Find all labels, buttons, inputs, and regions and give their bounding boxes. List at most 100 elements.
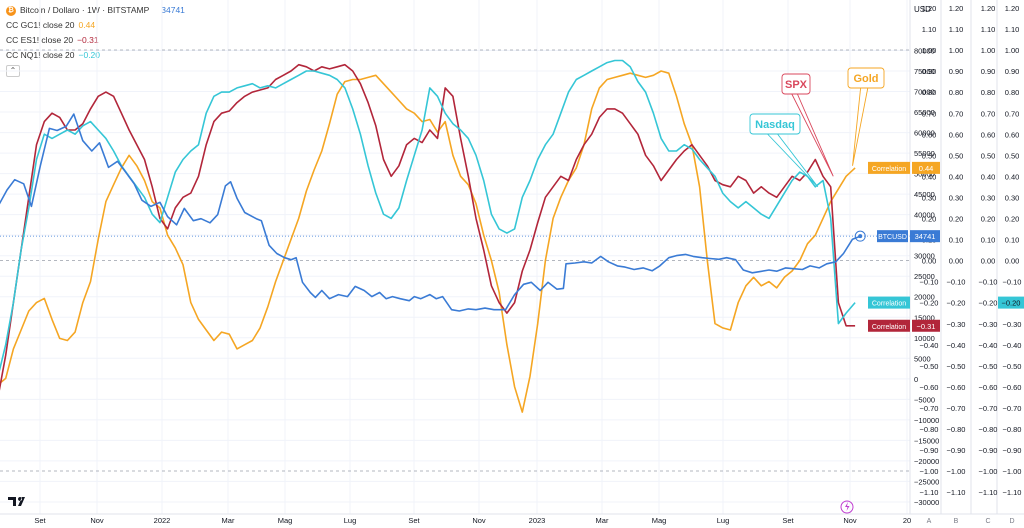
corr-tick-label: 0.40: [981, 172, 996, 181]
annotation-label: Nasdaq: [755, 119, 795, 131]
correlation-badge: [868, 161, 910, 174]
time-tick-label: Set: [782, 516, 794, 525]
corr-tick-label: −0.20: [947, 299, 966, 308]
corr-tick-label: −0.60: [1003, 383, 1022, 392]
corr-tick-label: 0.10: [981, 236, 996, 245]
price-tick-label: 70000: [914, 88, 935, 97]
corr-tick-label: 1.10: [1005, 25, 1020, 34]
corr-tick-label: −0.20: [920, 299, 939, 308]
corr-tick-label: 1.10: [922, 25, 937, 34]
last-price-dot: [858, 234, 863, 239]
corr-tick-label: −0.70: [947, 404, 966, 413]
time-tick-label: Mar: [222, 516, 235, 525]
corr-tick-label: −1.10: [979, 488, 998, 497]
corr-tick-label: −0.10: [920, 278, 939, 287]
corr-tick-label: 0.20: [1005, 215, 1020, 224]
corr-tick-label: 0.40: [1005, 172, 1020, 181]
corr-tick-label: 0.70: [981, 109, 996, 118]
chart-grid: [0, 0, 910, 514]
corr-tick-label: 0.50: [949, 151, 964, 160]
correlation-value-label: −0.31: [917, 322, 936, 331]
corr-tick-label: 0.20: [922, 215, 937, 224]
correlation-badge: [868, 319, 910, 332]
time-tick-label: Nov: [90, 516, 104, 525]
corr-tick-label: −0.80: [979, 425, 998, 434]
corr-tick-label: 0.10: [949, 236, 964, 245]
price-tick-label: −10000: [914, 416, 939, 425]
legend-symbol-value: 34741: [161, 5, 185, 15]
corr-tick-label: −1.00: [979, 467, 998, 476]
corr-tick-label: −0.10: [979, 278, 998, 287]
correlation-badge-label: Correlation: [872, 301, 906, 308]
correlation-value-badge: [912, 161, 940, 174]
corr-tick-label: 0.20: [949, 215, 964, 224]
corr-tick-label: 0.90: [949, 67, 964, 76]
corr-tick-label: −0.90: [947, 446, 966, 455]
axis-panel: [910, 0, 1024, 528]
corr-tick-label: −1.10: [1003, 488, 1022, 497]
corr-tick-label: 0.30: [949, 193, 964, 202]
corr-tick-label: −0.90: [979, 446, 998, 455]
lightning-icon[interactable]: [840, 500, 854, 514]
price-tick-label: 75000: [914, 67, 935, 76]
corr-tick-label: 0.80: [949, 88, 964, 97]
annotation-pointer: [767, 133, 819, 188]
corr-tick-label: 0.00: [1005, 257, 1020, 266]
correlation-value-label: 0.44: [919, 164, 934, 173]
corr-tick-label: −0.50: [947, 362, 966, 371]
price-tick-label: −30000: [914, 498, 939, 507]
corr-tick-label: −0.60: [979, 383, 998, 392]
time-tick-label: Lug: [717, 516, 730, 525]
corr-tick-label: 0.70: [922, 109, 937, 118]
legend-symbol: Bitcoin / Dollaro · 1W · BITSTAMP: [20, 5, 150, 15]
corr-tick-label: −0.10: [947, 278, 966, 287]
tradingview-logo: [8, 497, 25, 506]
annotation-label: Gold: [853, 73, 878, 85]
time-tick-label: Mag: [278, 516, 293, 525]
legend-symbol-row[interactable]: ₿ Bitcoin / Dollaro · 1W · BITSTAMP 3474…: [6, 3, 185, 18]
price-tick-label: 40000: [914, 211, 935, 220]
corr-tick-label: −0.70: [920, 404, 939, 413]
corr-tick-label: 1.00: [1005, 46, 1020, 55]
price-axis-unit: USD: [914, 5, 931, 14]
corr-tick-label: 0.60: [1005, 130, 1020, 139]
corr-tick-label: 1.00: [981, 46, 996, 55]
time-tick-label: 20: [903, 516, 911, 525]
price-tick-label: −20000: [914, 457, 939, 466]
time-tick-label: Mag: [652, 516, 667, 525]
corr-tick-label: 0.30: [981, 193, 996, 202]
annotation-box: [847, 67, 885, 89]
corr-tick-label: 0.90: [981, 67, 996, 76]
corr-tick-label: −0.50: [920, 362, 939, 371]
axis-c-badge: [998, 296, 1024, 309]
corr-tick-label: 0.90: [1005, 67, 1020, 76]
btcusd-value-badge: [910, 230, 940, 243]
corr-tick-label: 1.10: [981, 25, 996, 34]
corr-tick-label: −0.80: [947, 425, 966, 434]
last-price-marker: [854, 230, 866, 242]
corr-tick-label: 0.00: [922, 257, 937, 266]
corr-tick-label: −0.60: [920, 383, 939, 392]
corr-tick-label: −0.30: [979, 320, 998, 329]
corr-tick-label: 0.70: [949, 109, 964, 118]
corr-tick-label: −0.60: [947, 383, 966, 392]
corr-tick-label: 1.20: [922, 4, 937, 13]
corr-tick-label: 1.20: [981, 4, 996, 13]
corr-tick-label: 0.30: [922, 193, 937, 202]
corr-tick-label: −1.00: [947, 467, 966, 476]
time-tick-label: Nov: [472, 516, 486, 525]
annotation-label: SPX: [785, 79, 808, 91]
price-tick-label: −25000: [914, 477, 939, 486]
time-tick-label: 2022: [154, 516, 171, 525]
legend-gold-value: 0.44: [78, 20, 96, 30]
price-tick-label: 0: [914, 375, 918, 384]
series-line-cc-gc1-close-20: [0, 70, 856, 413]
annotation-box: [781, 73, 811, 95]
corr-tick-label: 1.00: [949, 46, 964, 55]
legend-nasdaq-value: −0.20: [78, 50, 101, 60]
corr-tick-label: 0.50: [981, 151, 996, 160]
bitcoin-icon: ₿: [6, 5, 16, 16]
corr-tick-label: 0.30: [1005, 193, 1020, 202]
corr-tick-label: −0.90: [1003, 446, 1022, 455]
